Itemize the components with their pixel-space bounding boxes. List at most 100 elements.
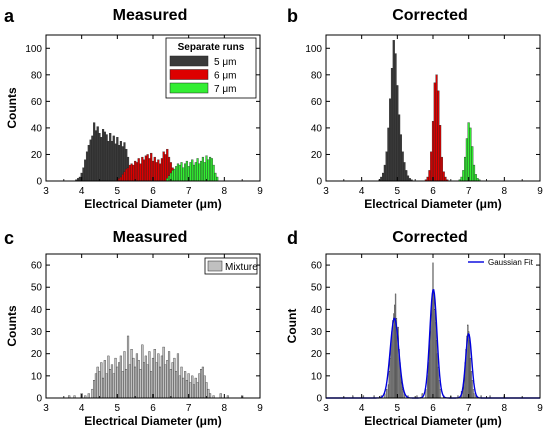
bar: [157, 159, 160, 182]
bar: [130, 349, 133, 399]
bar: [144, 155, 147, 182]
x-tick-label: 8: [222, 403, 228, 414]
bar: [394, 53, 397, 182]
bar: [155, 162, 158, 182]
bar: [128, 164, 131, 182]
bar: [433, 82, 436, 182]
bar: [85, 151, 89, 182]
y-axis-label: Counts: [5, 305, 19, 347]
x-tick-label: 3: [323, 186, 329, 197]
bar: [105, 373, 108, 399]
bar: [406, 175, 410, 182]
x-tick-label: 9: [257, 403, 263, 414]
bar: [78, 176, 81, 182]
bar: [137, 360, 140, 399]
bar: [167, 175, 171, 182]
bar: [150, 152, 153, 182]
x-tick-label: 9: [257, 186, 263, 197]
bar: [87, 144, 90, 182]
x-tick-label: 5: [115, 403, 121, 414]
bar: [207, 388, 210, 399]
bar: [212, 164, 215, 182]
bar: [178, 375, 181, 399]
bar: [214, 172, 217, 182]
plot-area: [68, 335, 244, 399]
bar: [119, 176, 122, 182]
bar: [208, 393, 212, 399]
x-tick-label: 4: [359, 186, 365, 197]
bar: [173, 357, 176, 399]
bar: [114, 357, 117, 399]
y-axis-label: Count: [285, 309, 299, 344]
x-tick-label: 3: [323, 403, 329, 414]
bar: [126, 335, 130, 399]
bar: [100, 362, 103, 399]
bar: [114, 143, 117, 182]
bar: [101, 129, 105, 182]
legend-swatch: [207, 260, 223, 272]
bar: [405, 170, 408, 182]
bar: [98, 133, 101, 182]
bar: [146, 364, 149, 399]
chart-title: Measured: [113, 7, 188, 24]
bar: [467, 122, 470, 182]
bar: [462, 170, 465, 182]
chart-title: Corrected: [392, 229, 468, 246]
bar: [196, 158, 199, 182]
bar: [444, 176, 447, 182]
bar: [123, 351, 126, 399]
bar: [91, 135, 94, 182]
x-tick-label: 4: [79, 403, 85, 414]
bar: [426, 176, 429, 182]
bar: [198, 373, 201, 399]
bar: [383, 164, 386, 182]
y-tick-label: 20: [311, 349, 323, 360]
x-tick-label: 6: [150, 186, 156, 197]
bar: [101, 377, 105, 399]
bar: [203, 162, 206, 182]
legend-title: Separate runs: [178, 42, 245, 53]
bar: [160, 158, 163, 182]
y-tick-label: 10: [311, 371, 323, 382]
x-tick-label: 7: [466, 186, 472, 197]
series-1: [424, 74, 449, 182]
panel-b: b Corrected 3 4 5 6 7 8 9 0 20 40 60 80 100 Electrical …: [287, 6, 543, 211]
bar: [91, 388, 94, 399]
bar: [175, 166, 178, 182]
bar: [118, 144, 121, 182]
bar: [166, 148, 169, 182]
bar: [192, 164, 196, 182]
series-2: [166, 155, 219, 182]
y-tick-label: 0: [316, 177, 322, 188]
bar: [125, 369, 128, 399]
bar: [96, 126, 99, 182]
panel-letter: d: [287, 228, 298, 248]
bar: [116, 366, 119, 399]
bar: [201, 156, 204, 182]
bar: [403, 162, 406, 182]
bar: [94, 130, 97, 182]
bar: [182, 167, 185, 182]
bar: [180, 366, 183, 399]
bar: [137, 158, 140, 182]
bar: [198, 163, 201, 182]
bar: [390, 68, 394, 182]
x-axis-label: Electrical Diameter (μm): [364, 414, 501, 428]
bar: [164, 364, 167, 399]
bar: [123, 171, 126, 182]
bar: [103, 360, 106, 399]
x-tick-label: 5: [115, 186, 121, 197]
y-tick-label: 0: [316, 394, 322, 405]
bar: [84, 159, 87, 182]
series-2: [458, 122, 481, 182]
x-tick-label: 5: [395, 403, 401, 414]
bar: [175, 371, 178, 399]
bar: [107, 355, 110, 399]
bar: [473, 393, 475, 399]
bar: [191, 375, 194, 399]
bar: [200, 160, 203, 182]
bar: [164, 154, 167, 182]
y-tick-label: 60: [311, 261, 323, 272]
bar: [182, 377, 185, 399]
bar: [398, 114, 401, 182]
